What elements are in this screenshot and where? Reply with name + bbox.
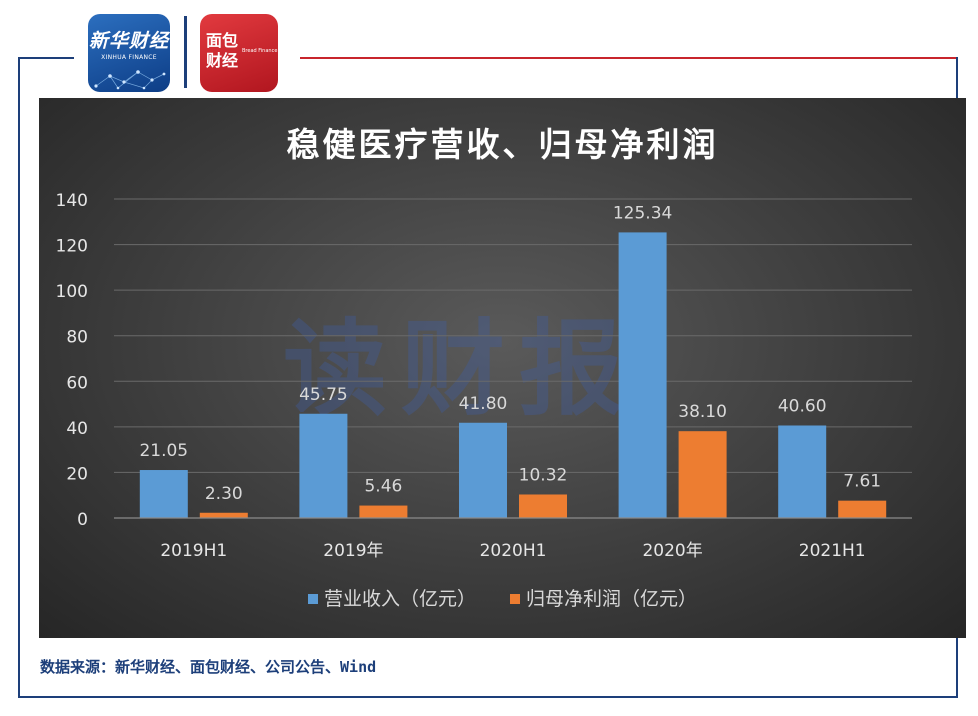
y-tick-label: 120 [56, 237, 88, 257]
chart-legend: 营业收入（亿元） 归母净利润（亿元） [39, 584, 966, 611]
revenue-data-label: 41.80 [459, 394, 508, 414]
profit-bar [678, 431, 727, 518]
frame-top-right-line [300, 57, 958, 59]
frame-left-line [18, 57, 20, 698]
y-tick-label: 0 [77, 510, 88, 530]
profit-bar [519, 494, 567, 518]
profit-bar [838, 500, 887, 518]
bread-finance-logo: 面包财经 Bread Finance [200, 14, 278, 92]
bread-finance-logo-name: 面包财经 [206, 31, 239, 70]
revenue-bar [778, 425, 827, 518]
x-tick-label: 2020H1 [480, 541, 547, 561]
y-tick-label: 60 [66, 373, 88, 393]
revenue-bar [459, 422, 507, 518]
profit-data-label: 7.61 [843, 472, 881, 492]
frame-top-left-line [18, 57, 74, 59]
x-tick-label: 2019H1 [160, 541, 227, 561]
legend-label-revenue: 营业收入（亿元） [323, 588, 476, 610]
y-tick-label: 40 [66, 419, 88, 439]
revenue-bar [618, 232, 667, 518]
data-source-note: 数据来源：新华财经、面包财经、公司公告、Wind [40, 658, 377, 676]
profit-data-label: 5.46 [364, 477, 402, 497]
revenue-data-label: 21.05 [139, 441, 188, 461]
revenue-data-label: 45.75 [299, 385, 348, 405]
y-tick-label: 140 [56, 191, 88, 211]
bar-chart-plot: 0 20 40 60 80 100 120 140 2019H1 21.05 2.30 2019年 45… [56, 191, 912, 561]
network-dots-icon [94, 70, 166, 90]
x-tick-label: 2019年 [323, 541, 383, 561]
profit-data-label: 38.10 [678, 402, 727, 422]
chart-area: 读财报 稳健医疗营收、归母净利润 0 20 40 60 80 100 120 140 2019H… [39, 98, 966, 638]
xinhua-finance-logo: 新华财经 XINHUA FINANCE [88, 14, 170, 92]
legend-item-revenue: 营业收入（亿元） [307, 584, 476, 611]
chart-title: 稳健医疗营收、归母净利润 [286, 125, 719, 164]
profit-data-label: 2.30 [205, 484, 243, 504]
x-tick-label: 2020年 [642, 541, 702, 561]
legend-label-profit: 归母净利润（亿元） [526, 588, 698, 610]
profit-bar [199, 512, 248, 518]
revenue-data-label: 125.34 [613, 203, 672, 223]
frame-bottom-line [18, 696, 958, 698]
revenue-data-label: 40.60 [778, 396, 827, 416]
x-tick-label: 2021H1 [799, 541, 866, 561]
revenue-bar [299, 413, 348, 518]
revenue-bar [139, 470, 188, 518]
xinhua-finance-logo-name: 新华财经 [88, 30, 169, 52]
y-tick-label: 80 [66, 328, 88, 348]
y-tick-label: 20 [66, 464, 88, 484]
y-tick-label: 100 [56, 282, 88, 302]
xinhua-finance-logo-sub: XINHUA FINANCE [101, 54, 157, 61]
legend-swatch-revenue [307, 594, 318, 604]
profit-bar [359, 505, 408, 518]
legend-item-profit: 归母净利润（亿元） [510, 584, 697, 611]
logo-separator [184, 16, 187, 88]
legend-swatch-profit [510, 594, 521, 604]
bread-finance-logo-sub: Bread Finance [242, 48, 278, 54]
watermark: 读财报 [283, 308, 638, 430]
profit-data-label: 10.32 [519, 465, 568, 485]
